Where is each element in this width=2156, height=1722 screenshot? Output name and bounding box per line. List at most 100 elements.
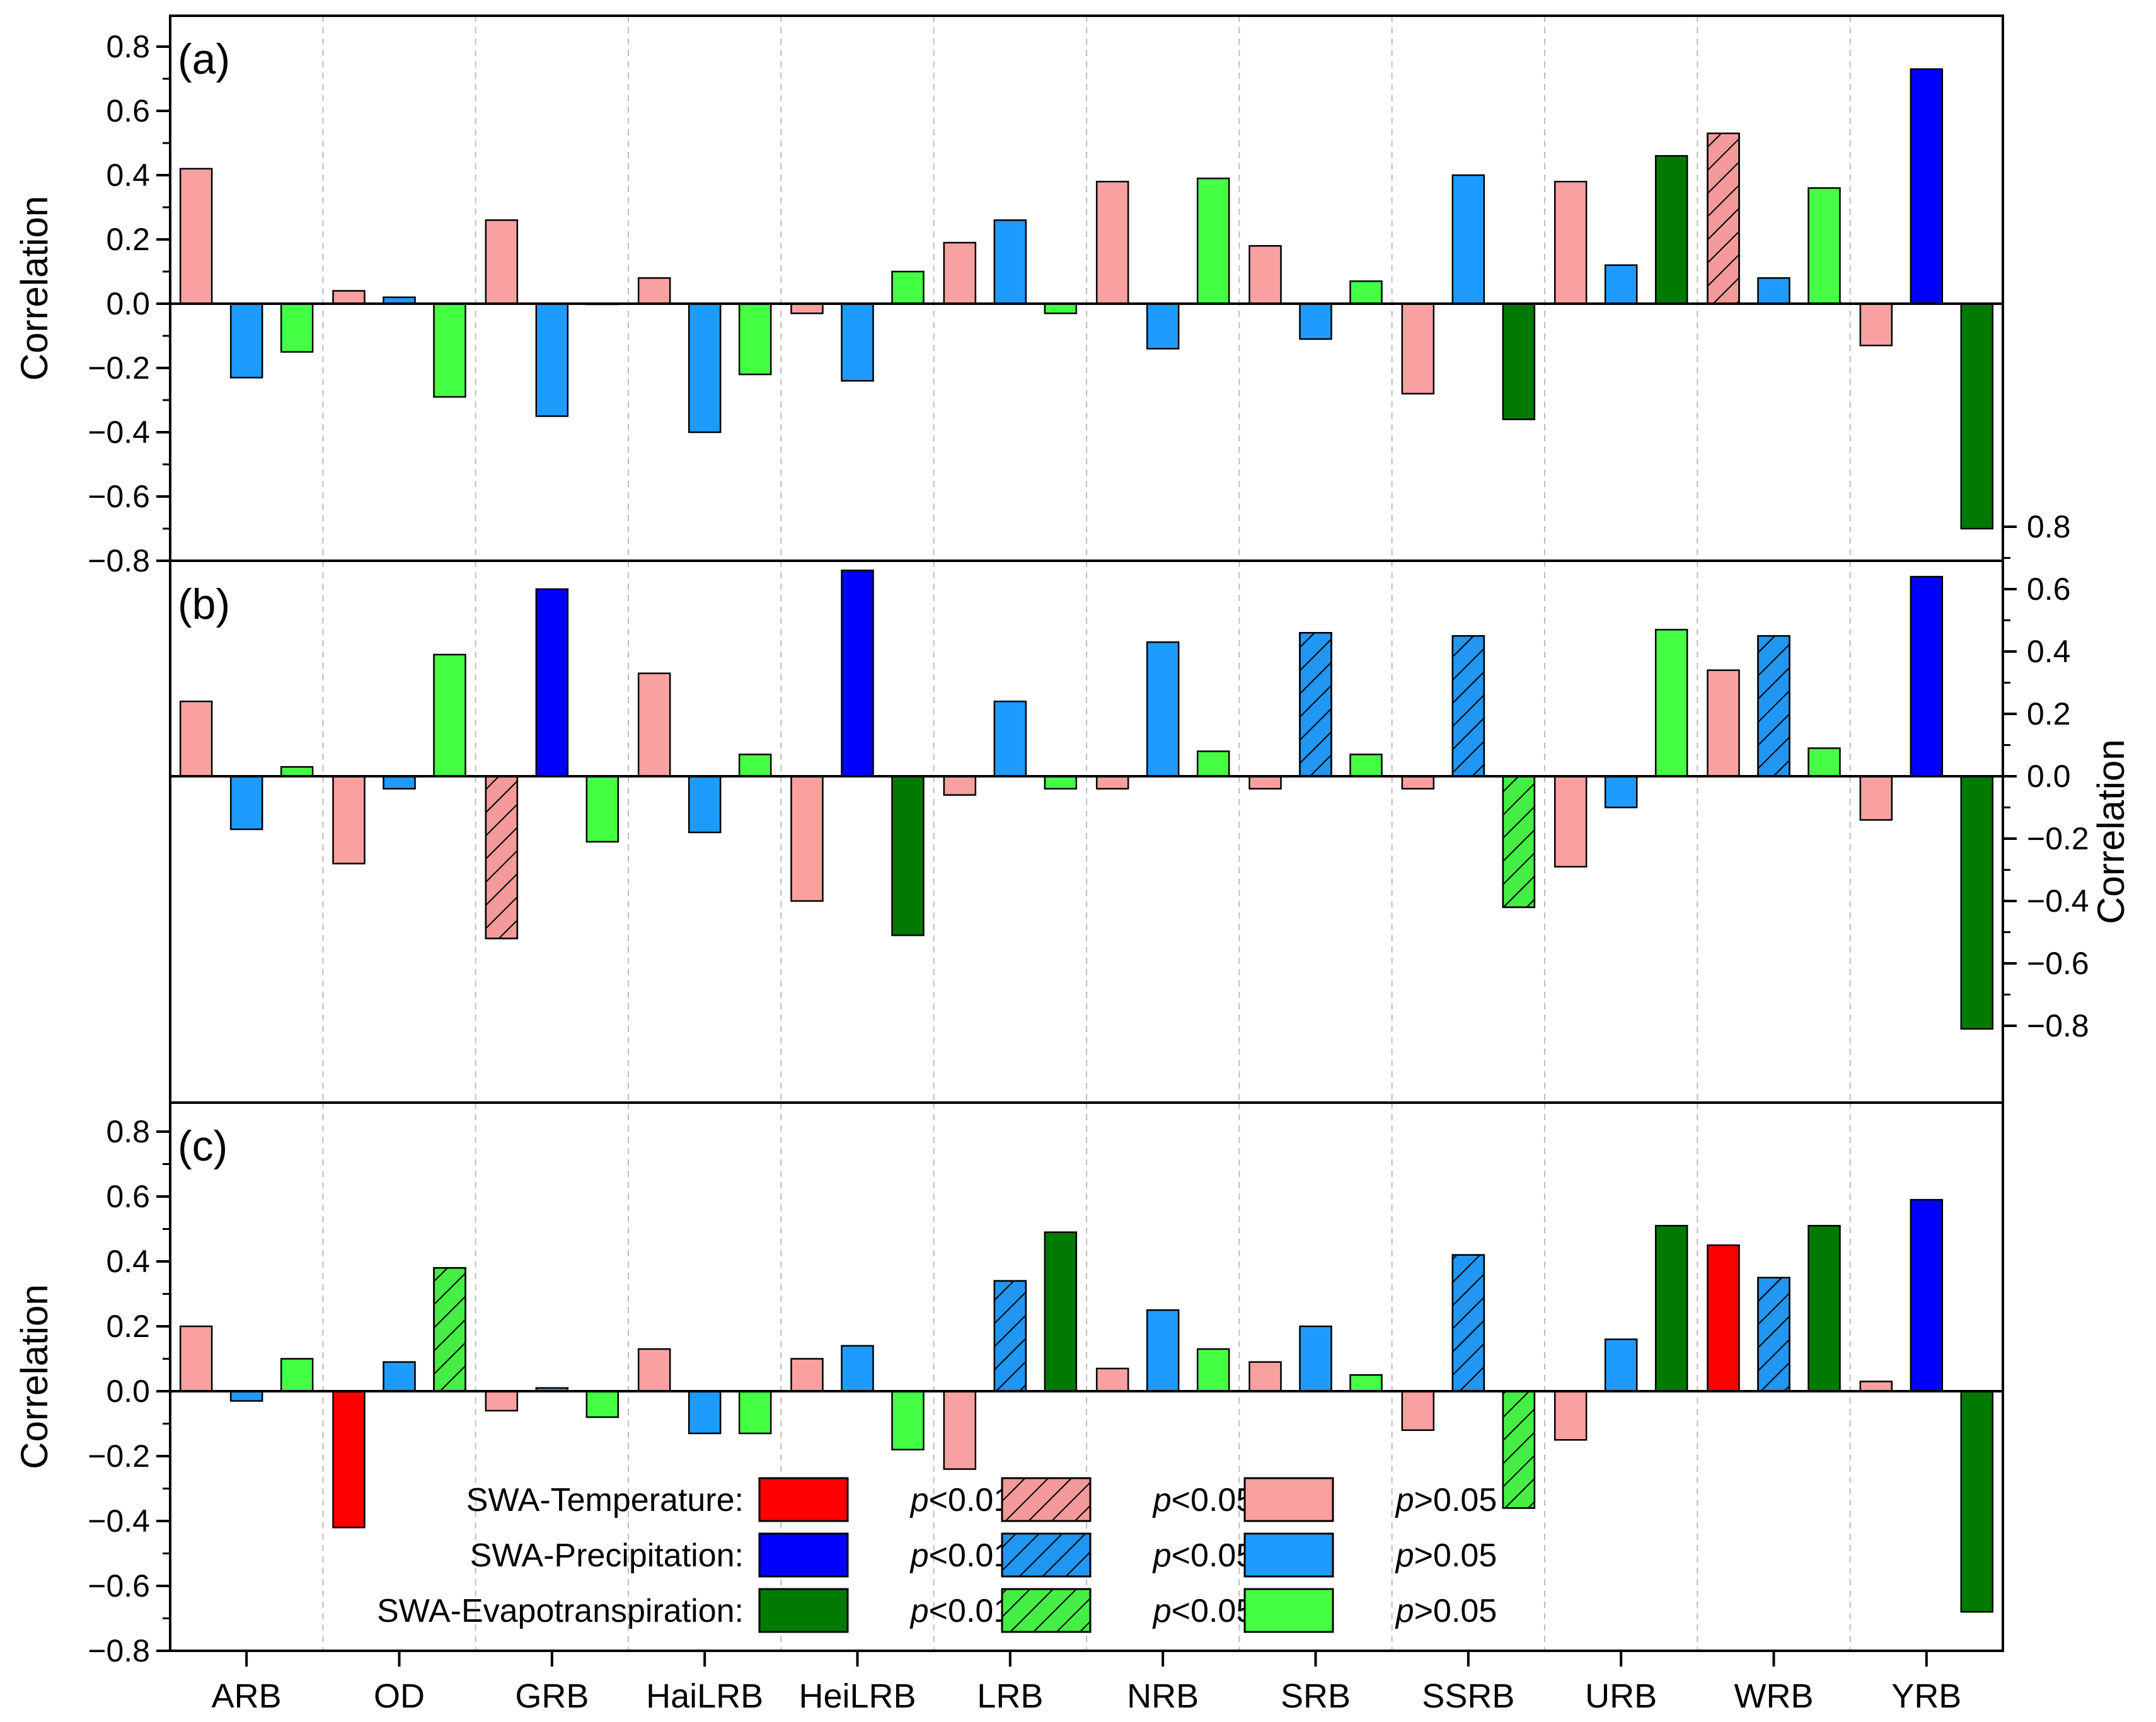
- legend-p-italic: p: [1395, 1482, 1414, 1518]
- y-tick-label: −0.4: [88, 1503, 150, 1539]
- bar-WRB-SWA-Evapotranspiration: [1807, 747, 1841, 778]
- legend-p-label: p>0.05: [1395, 1537, 1497, 1574]
- bar-NRB-SWA-Precipitation: [1146, 1309, 1180, 1392]
- bar-LRB-SWA-Temperature: [943, 1390, 977, 1470]
- y-tick-label: 0.8: [106, 1114, 150, 1149]
- bar-GRB-SWA-Evapotranspiration: [585, 1390, 620, 1418]
- bar-HeiLRB-SWA-Evapotranspiration: [891, 270, 925, 305]
- x-tick-label: ARB: [212, 1677, 282, 1715]
- bar-hatch-SSRB-SWA-Evapotranspiration: [1502, 1390, 1536, 1509]
- legend-p-label: p<0.05: [1152, 1537, 1255, 1574]
- panel-frame: [169, 1101, 2004, 1652]
- legend-p-threshold: >0.05: [1414, 1593, 1497, 1629]
- bar-ARB-SWA-Temperature: [179, 1325, 213, 1392]
- bar-OD-SWA-Temperature: [332, 290, 366, 305]
- y-tick-label: 0.8: [2027, 509, 2071, 544]
- y-tick-label: 0.0: [2027, 759, 2071, 794]
- bar-SRB-SWA-Temperature: [1248, 775, 1282, 790]
- bar-HeiLRB-SWA-Evapotranspiration: [891, 775, 925, 936]
- panel-c: 0.8 0.6 0.4 0.2 0.0 −0.2 −0.4 −0.6 −0.8 Correlati…: [13, 1101, 2004, 1668]
- bar-HaiLRB-SWA-Evapotranspiration: [738, 302, 772, 376]
- bar-SRB-SWA-Temperature: [1248, 1361, 1282, 1392]
- chart-root: 0.8 0.6 0.4 0.2 0.0 −0.2 −0.4 −0.6 −0.8 Correlati…: [13, 14, 2132, 1715]
- bar-URB-SWA-Temperature: [1554, 775, 1588, 868]
- y-tick-label: −0.8: [88, 543, 150, 578]
- panel-label: (c): [178, 1122, 228, 1170]
- legend-p-threshold: <0.01: [929, 1593, 1012, 1629]
- bar-URB-SWA-Precipitation: [1604, 775, 1638, 808]
- legend-swatch-hatch: [1001, 1477, 1092, 1522]
- bar-URB-SWA-Evapotranspiration: [1654, 629, 1688, 778]
- y-tick-label: −0.2: [2027, 821, 2089, 856]
- legend-p-threshold: >0.05: [1414, 1482, 1497, 1518]
- bar-GRB-SWA-Temperature: [485, 219, 519, 305]
- bar-HaiLRB-SWA-Evapotranspiration: [738, 754, 772, 778]
- bar-ARB-SWA-Temperature: [179, 168, 213, 305]
- bar-GRB-SWA-Precipitation: [535, 588, 569, 778]
- bar-SRB-SWA-Precipitation: [1299, 1325, 1332, 1392]
- bar-NRB-SWA-Precipitation: [1146, 302, 1180, 350]
- bar-NRB-SWA-Temperature: [1095, 775, 1129, 790]
- bar-LRB-SWA-Evapotranspiration: [1044, 1231, 1078, 1392]
- bar-WRB-SWA-Precipitation: [1757, 277, 1790, 305]
- legend-p-italic: p: [1395, 1593, 1414, 1629]
- bar-URB-SWA-Temperature: [1554, 180, 1588, 305]
- bar-OD-SWA-Temperature: [332, 775, 366, 864]
- bar-hatch-SRB-SWA-Precipitation: [1299, 632, 1332, 778]
- bar-HaiLRB-SWA-Temperature: [637, 672, 671, 778]
- bar-SRB-SWA-Evapotranspiration: [1349, 754, 1383, 778]
- bar-hatch-SSRB-SWA-Evapotranspiration: [1502, 775, 1536, 909]
- y-tick-label: 0.0: [106, 286, 150, 321]
- bar-YRB-SWA-Temperature: [1859, 302, 1893, 347]
- bar-GRB-SWA-Temperature: [485, 1390, 519, 1412]
- legend-p-italic: p: [1152, 1593, 1172, 1629]
- y-tick-label: 0.2: [106, 1309, 150, 1344]
- bar-URB-SWA-Temperature: [1554, 1390, 1588, 1441]
- bar-NRB-SWA-Temperature: [1095, 180, 1129, 305]
- legend-p-italic: p: [1152, 1482, 1172, 1518]
- y-tick-label: 0.8: [106, 29, 150, 64]
- y-tick-label: 0.6: [2027, 571, 2071, 607]
- bar-HaiLRB-SWA-Temperature: [637, 277, 671, 305]
- bar-YRB-SWA-Evapotranspiration: [1960, 302, 1994, 530]
- legend-p-label: p>0.05: [1395, 1482, 1497, 1518]
- x-tick-label: GRB: [515, 1677, 589, 1715]
- bar-ARB-SWA-Evapotranspiration: [280, 302, 314, 353]
- legend-p-italic: p: [909, 1537, 929, 1574]
- bar-LRB-SWA-Temperature: [943, 775, 977, 796]
- legend-swatch: [1243, 1588, 1334, 1633]
- bar-HeiLRB-SWA-Temperature: [790, 302, 824, 314]
- bar-NRB-SWA-Evapotranspiration: [1196, 750, 1230, 778]
- bar-HaiLRB-SWA-Evapotranspiration: [738, 1390, 772, 1435]
- legend-p-italic: p: [909, 1593, 929, 1629]
- bar-OD-SWA-Temperature: [332, 1390, 366, 1529]
- y-tick-label: 0.4: [106, 158, 150, 193]
- bar-hatch-WRB-SWA-Temperature: [1707, 132, 1740, 305]
- y-tick-label: 0.6: [106, 93, 150, 129]
- bar-HeiLRB-SWA-Precipitation: [841, 1345, 874, 1392]
- bar-WRB-SWA-Temperature: [1707, 1244, 1740, 1392]
- y-tick-label: −0.6: [2027, 946, 2089, 981]
- bar-OD-SWA-Precipitation: [383, 1361, 416, 1392]
- legend-entry-label: SWA-Precipitation:: [470, 1537, 744, 1574]
- legend-swatch-hatch: [1001, 1588, 1092, 1633]
- bar-WRB-SWA-Evapotranspiration: [1807, 187, 1841, 305]
- bar-SSRB-SWA-Evapotranspiration: [1502, 302, 1536, 420]
- legend-p-label: p>0.05: [1395, 1593, 1497, 1629]
- bar-hatch-OD-SWA-Evapotranspiration: [433, 1267, 466, 1392]
- bar-hatch-SSRB-SWA-Precipitation: [1451, 1254, 1485, 1392]
- bar-YRB-SWA-Evapotranspiration: [1960, 775, 1994, 1030]
- bar-YRB-SWA-Precipitation: [1910, 1198, 1944, 1392]
- y-tick-label: −0.4: [2027, 883, 2089, 919]
- bar-SSRB-SWA-Temperature: [1401, 1390, 1435, 1432]
- legend-swatch: [758, 1532, 849, 1578]
- legend-entry-label: SWA-Temperature:: [466, 1482, 744, 1518]
- bar-HaiLRB-SWA-Precipitation: [688, 302, 722, 433]
- y-tick-label: 0.2: [2027, 696, 2071, 732]
- bar-HeiLRB-SWA-Precipitation: [841, 302, 874, 382]
- bar-URB-SWA-Evapotranspiration: [1654, 155, 1688, 305]
- bar-ARB-SWA-Precipitation: [229, 1390, 263, 1402]
- legend-swatch: [758, 1588, 849, 1633]
- x-tick-label: NRB: [1127, 1677, 1199, 1715]
- bar-SSRB-SWA-Precipitation: [1451, 174, 1485, 305]
